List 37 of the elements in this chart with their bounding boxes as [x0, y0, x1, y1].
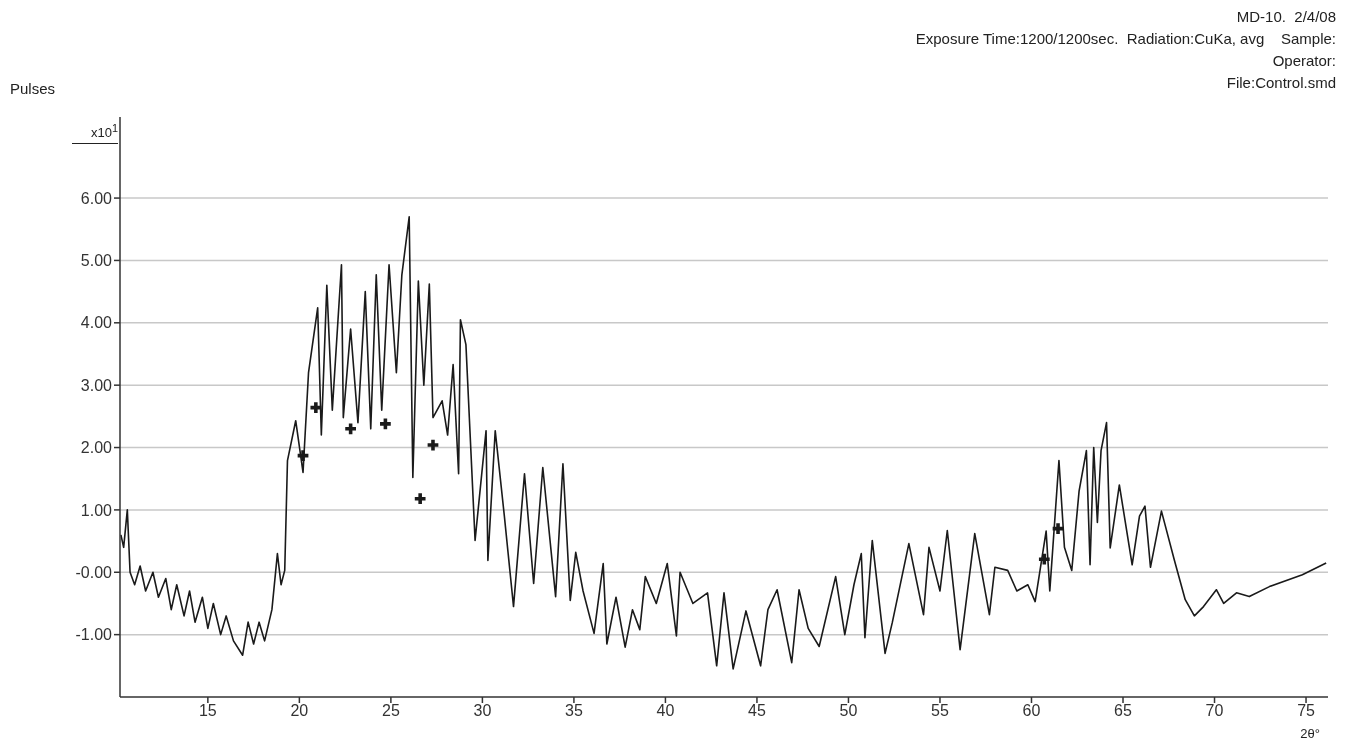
- x-tick-label: 40: [656, 702, 675, 720]
- y-tick-label: 1.00: [80, 501, 113, 519]
- y-tick-label: 5.00: [80, 252, 113, 270]
- y-tick-label: -1.00: [75, 626, 113, 644]
- point: [345, 423, 356, 435]
- text: x10$^{1}$: [72, 118, 118, 145]
- y-tick-label: 3.00: [80, 376, 113, 394]
- y-axis-title: Pulses: [10, 80, 56, 97]
- x-tick-label: 75: [1297, 702, 1316, 720]
- text: MD-10. 2/4/08: [1235, 7, 1336, 27]
- x-tick-label: 65: [1114, 702, 1133, 720]
- y-tick-label: 6.00: [80, 189, 113, 207]
- point: [414, 493, 426, 505]
- point: [297, 450, 309, 462]
- y-tick-label: -0.00: [75, 563, 113, 581]
- x-tick-label: 25: [381, 702, 400, 720]
- point: [1038, 553, 1050, 565]
- x-axis-title: 2θ°: [1300, 726, 1320, 741]
- x-tick-label: 35: [565, 702, 583, 720]
- x-tick-label: 20: [290, 702, 309, 720]
- point: [310, 402, 322, 413]
- x-tick-label: 60: [1022, 702, 1041, 720]
- y-tick-label: 4.00: [80, 314, 113, 332]
- x-tick-label: 15: [198, 702, 217, 720]
- y-tick-label: 2.00: [80, 439, 113, 457]
- point: [1052, 523, 1064, 534]
- text: Exposure Time:1200/1200sec. Radiation:CuKa, avg Sample:: [915, 29, 1336, 49]
- x-tick-label: 45: [748, 702, 766, 720]
- point: [427, 439, 439, 451]
- text: File:Control.smd: [1225, 73, 1336, 93]
- text: Operator:: [1271, 51, 1336, 71]
- line-series: [120, 215, 1327, 670]
- point: [380, 418, 391, 430]
- x-tick-label: 70: [1205, 702, 1224, 720]
- x-tick-label: 50: [839, 702, 858, 720]
- x-tick-label: 55: [931, 702, 949, 720]
- x-tick-label: 30: [473, 702, 492, 720]
